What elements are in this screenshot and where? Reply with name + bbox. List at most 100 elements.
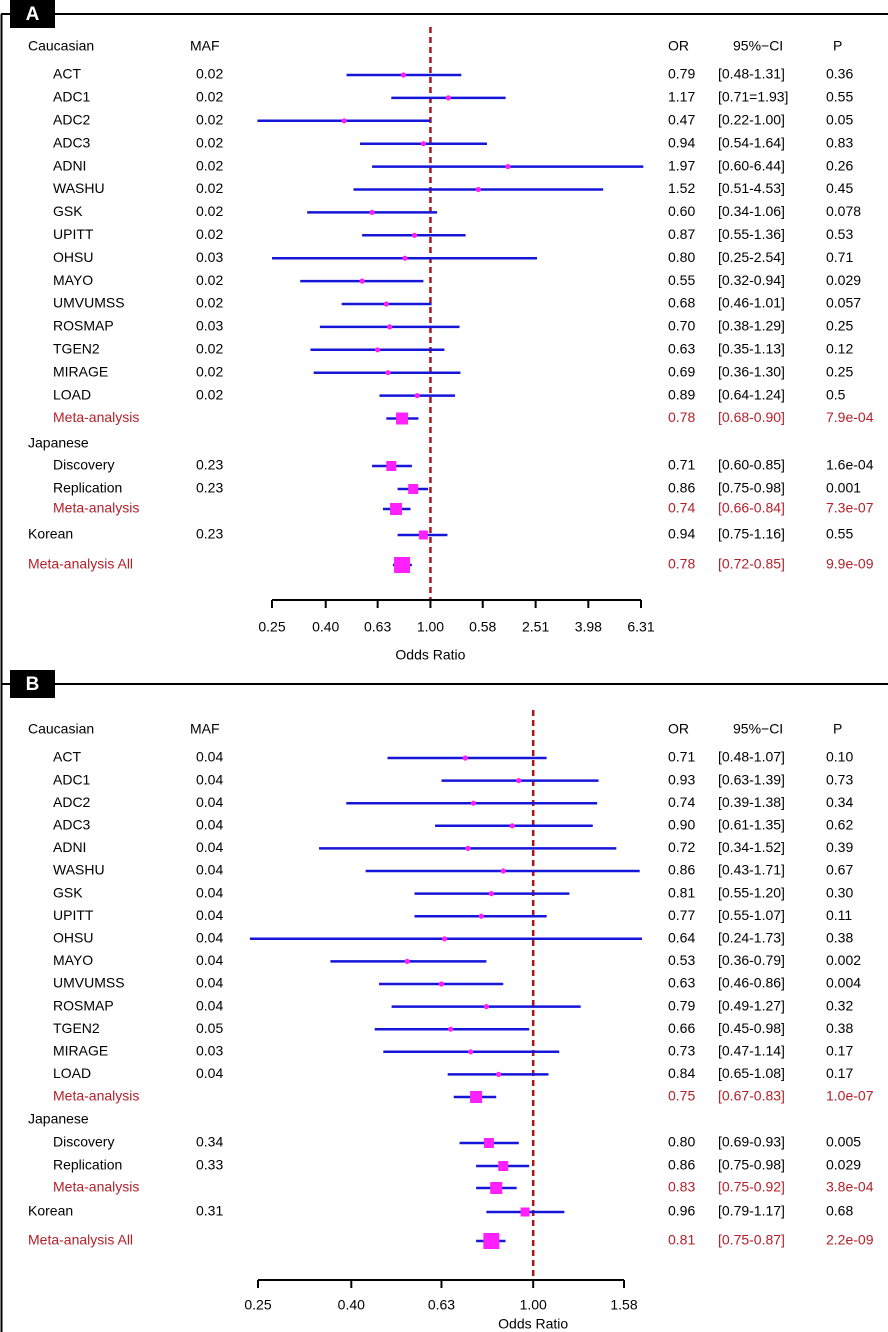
p-value: 0.55 <box>826 526 853 542</box>
x-tick-label: 0.25 <box>244 1297 271 1313</box>
column-header: OR <box>668 38 689 54</box>
ci-value: [0.49-1.27] <box>718 997 785 1013</box>
study-name: ADC3 <box>53 817 91 833</box>
p-value: 0.83 <box>826 134 853 150</box>
maf-value: 0.04 <box>196 975 223 991</box>
maf-value: 0.02 <box>196 66 223 82</box>
or-value: 0.86 <box>668 1157 695 1173</box>
study-name: Replication <box>53 480 122 496</box>
or-marker <box>520 1207 530 1217</box>
group-name: Japanese <box>28 435 89 451</box>
maf-value: 0.02 <box>196 89 223 105</box>
or-value: 0.84 <box>668 1065 695 1081</box>
study-name: UMVUMSS <box>53 295 125 311</box>
or-marker <box>341 118 347 124</box>
ci-value: [0.75-0.92] <box>718 1179 785 1195</box>
p-value: 0.73 <box>826 771 853 787</box>
maf-value: 0.02 <box>196 386 223 402</box>
ci-value: [0.35-1.13] <box>718 341 785 357</box>
p-value: 0.38 <box>826 930 853 946</box>
or-marker <box>387 324 393 330</box>
or-value: 0.71 <box>668 749 695 765</box>
or-value: 0.68 <box>668 295 695 311</box>
study-name: ADC2 <box>53 794 91 810</box>
study-name: UPITT <box>53 907 94 923</box>
ci-value: [0.46-0.86] <box>718 975 785 991</box>
ci-value: [0.79-1.17] <box>718 1203 785 1219</box>
maf-value: 0.02 <box>196 180 223 196</box>
or-value: 0.70 <box>668 318 695 334</box>
maf-value: 0.05 <box>196 1020 223 1036</box>
or-value: 0.79 <box>668 997 695 1013</box>
ci-value: [0.24-1.73] <box>718 930 785 946</box>
study-name: OHSU <box>53 930 93 946</box>
maf-value: 0.34 <box>196 1134 223 1150</box>
meta-name: Meta-analysis All <box>28 1232 133 1248</box>
p-value: 0.17 <box>826 1043 853 1059</box>
maf-value: 0.03 <box>196 318 223 334</box>
study-name: GSK <box>53 884 83 900</box>
maf-value: 0.03 <box>196 249 223 265</box>
or-value: 0.69 <box>668 363 695 379</box>
or-marker <box>390 503 403 515</box>
ci-value: [0.48-1.31] <box>718 66 785 82</box>
p-value: 0.5 <box>826 386 846 402</box>
maf-value: 0.02 <box>196 203 223 219</box>
maf-value: 0.02 <box>196 134 223 150</box>
ci-value: [0.51-4.53] <box>718 180 785 196</box>
ci-value: [0.67-0.83] <box>718 1088 785 1104</box>
ci-value: [0.71=1.93] <box>718 89 788 105</box>
ci-value: [0.47-1.14] <box>718 1043 785 1059</box>
ci-value: [0.55-1.36] <box>718 226 785 242</box>
p-value: 0.26 <box>826 157 853 173</box>
or-marker <box>470 800 477 806</box>
or-marker <box>408 484 419 494</box>
or-marker <box>462 755 468 761</box>
or-value: 0.73 <box>668 1043 695 1059</box>
p-value: 7.3e-07 <box>826 500 874 516</box>
study-name: ACT <box>53 66 81 82</box>
study-name: ADC1 <box>53 771 91 787</box>
study-name: TGEN2 <box>53 341 100 357</box>
or-marker <box>414 393 420 399</box>
study-name: MIRAGE <box>53 363 108 379</box>
ci-value: [0.34-1.52] <box>718 839 785 855</box>
p-value: 0.004 <box>826 975 861 991</box>
p-value: 0.36 <box>826 66 853 82</box>
p-value: 0.005 <box>826 1134 861 1150</box>
study-name: UMVUMSS <box>53 975 125 991</box>
ci-value: [0.69-0.93] <box>718 1134 785 1150</box>
ci-value: [0.75-0.98] <box>718 480 785 496</box>
or-marker <box>411 232 418 238</box>
maf-value: 0.23 <box>196 457 223 473</box>
panel-label: A <box>26 4 40 25</box>
panel-label-box <box>10 0 55 28</box>
or-marker <box>438 981 445 987</box>
or-value: 0.47 <box>668 112 695 128</box>
or-value: 0.89 <box>668 386 695 402</box>
study-name: Korean <box>28 1203 73 1219</box>
maf-value: 0.02 <box>196 341 223 357</box>
study-name: WASHU <box>53 862 105 878</box>
study-name: ADNI <box>53 157 86 173</box>
p-value: 0.078 <box>826 203 861 219</box>
maf-value: 0.04 <box>196 907 223 923</box>
maf-value: 0.02 <box>196 363 223 379</box>
meta-name: Meta-analysis <box>53 1179 139 1195</box>
p-value: 0.12 <box>826 341 853 357</box>
maf-value: 0.02 <box>196 157 223 173</box>
p-value: 0.30 <box>826 884 853 900</box>
or-marker <box>383 301 389 307</box>
maf-value: 0.04 <box>196 930 223 946</box>
or-value: 0.71 <box>668 457 695 473</box>
maf-value: 0.04 <box>196 1065 223 1081</box>
or-marker <box>448 1026 454 1032</box>
maf-value: 0.04 <box>196 997 223 1013</box>
ci-value: [0.46-1.01] <box>718 295 785 311</box>
ci-value: [0.32-0.94] <box>718 272 785 288</box>
ci-value: [0.39-1.38] <box>718 794 785 810</box>
column-header: OR <box>668 721 689 737</box>
study-name: ADC1 <box>53 89 91 105</box>
ci-value: [0.48-1.07] <box>718 749 785 765</box>
x-tick-label: 0.63 <box>364 619 391 635</box>
